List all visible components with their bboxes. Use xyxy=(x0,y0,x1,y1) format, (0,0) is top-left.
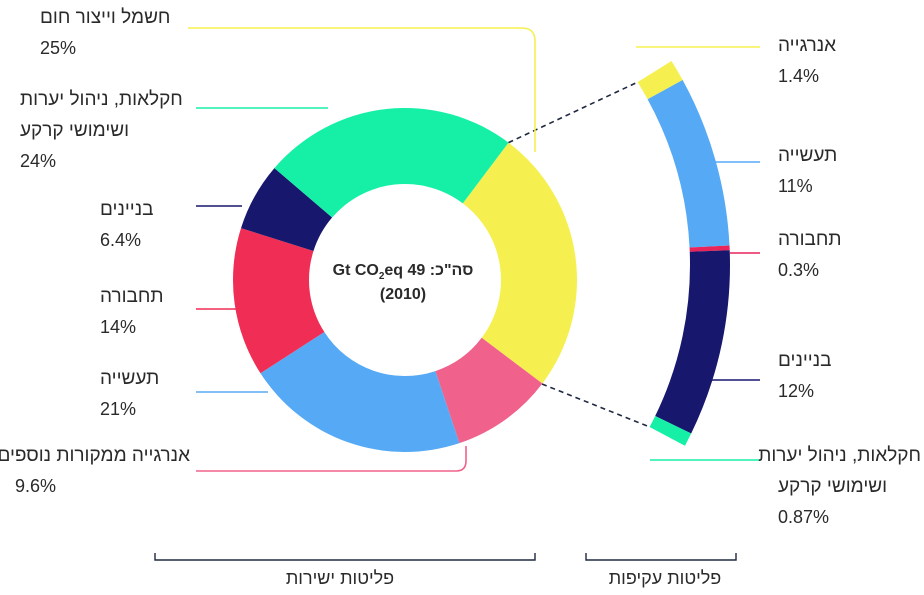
leader-line xyxy=(188,27,536,152)
leader-lines xyxy=(188,27,760,472)
label-indirect-agriculture: חקלאות, ניהול יערות ושימושי קרקע 0.87% xyxy=(758,440,921,533)
group-bracket xyxy=(154,553,536,561)
label-name: בניינים xyxy=(100,199,154,220)
label-name: בניינים xyxy=(778,350,832,371)
label-name: תחבורה xyxy=(778,229,842,250)
label-name: חקלאות, ניהול יערות xyxy=(758,445,921,466)
arc-slice xyxy=(647,80,730,248)
label-name: תעשייה xyxy=(778,145,838,166)
label-indirect-industry: תעשייה 11% xyxy=(778,140,898,202)
label-transport: תחבורה 14% xyxy=(100,281,190,343)
donut-slice xyxy=(260,332,460,452)
connector-line xyxy=(541,383,650,428)
label-percent: 0.3% xyxy=(778,260,820,280)
donut-slice xyxy=(233,228,325,374)
direct-emissions-donut xyxy=(233,107,577,452)
label-percent: 1.4% xyxy=(778,66,820,86)
label-indirect-buildings: בניינים 12% xyxy=(778,345,898,407)
indirect-emissions-arc xyxy=(637,60,730,446)
label-buildings: בניינים 6.4% xyxy=(100,194,190,256)
label-name-2: ושימושי קרקע xyxy=(778,476,888,497)
label-name: אנרגייה xyxy=(778,35,837,56)
arc-slice xyxy=(689,245,730,252)
label-name: אנרגייה ממקורות נוספים xyxy=(0,445,190,466)
label-percent: 25% xyxy=(40,38,77,58)
donut-slice xyxy=(435,337,543,444)
label-other-energy: אנרגייה ממקורות נוספים 9.6% xyxy=(0,440,190,502)
label-percent: 9.6% xyxy=(15,476,57,496)
donut-slice xyxy=(241,168,333,252)
label-name-2: ושימושי קרקע xyxy=(20,120,130,141)
center-year: (2010) xyxy=(379,286,427,304)
label-percent: 6.4% xyxy=(100,230,142,250)
group-brackets xyxy=(154,553,737,561)
label-agriculture: חקלאות, ניהול יערות ושימושי קרקע 24% xyxy=(20,84,210,177)
arc-slice xyxy=(649,416,692,446)
label-electricity: חשמל וייצור חום 25% xyxy=(40,2,195,64)
donut-center-title: סה"כ: 49 Gt CO2eq (2010) xyxy=(318,262,488,304)
label-indirect-energy: אנרגייה 1.4% xyxy=(778,30,898,92)
leader-line xyxy=(196,446,467,472)
label-name: חקלאות, ניהול יערות xyxy=(20,89,183,110)
arc-slice xyxy=(637,60,683,100)
donut-slice xyxy=(274,107,509,218)
center-total-text: סה"כ: 49 Gt CO2eq xyxy=(332,262,474,283)
center-total: סה"כ: 49 Gt CO2eq xyxy=(318,262,488,282)
arc-slice xyxy=(655,250,730,434)
label-percent: 21% xyxy=(100,399,137,419)
label-percent: 0.87% xyxy=(778,507,830,527)
label-percent: 24% xyxy=(20,151,57,171)
label-indirect-transport: תחבורה 0.3% xyxy=(778,224,898,286)
label-percent: 11% xyxy=(778,176,813,196)
label-percent: 12% xyxy=(778,381,815,401)
group-label-direct: פליטות ישירות xyxy=(285,568,395,588)
group-label-indirect: פליטות עקיפות xyxy=(608,568,722,588)
label-name: תחבורה xyxy=(100,286,164,307)
connector-line xyxy=(508,81,638,144)
label-industry: תעשייה 21% xyxy=(100,363,190,425)
label-name: חשמל וייצור חום xyxy=(40,7,171,28)
donut-slice xyxy=(462,142,577,384)
subscript-two: 2 xyxy=(378,271,385,283)
label-percent: 14% xyxy=(100,317,137,337)
group-bracket xyxy=(585,553,737,561)
label-name: תעשייה xyxy=(100,368,160,389)
